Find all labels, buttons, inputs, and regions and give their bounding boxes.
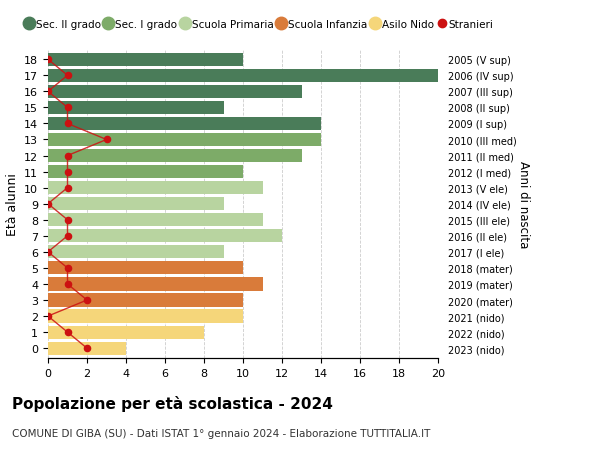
Bar (48, 214, 263, 227)
Bar (48, 54, 243, 67)
Point (63, 121, 72, 128)
Point (63, 280, 72, 288)
Bar (48, 150, 302, 163)
Point (63, 105, 72, 112)
Point (63, 152, 72, 160)
Bar (48, 326, 204, 339)
Bar (48, 182, 263, 195)
Bar (48, 134, 321, 147)
Bar (48, 230, 282, 243)
Point (63, 168, 72, 176)
Point (43, 201, 53, 208)
Point (63, 233, 72, 240)
Point (102, 136, 112, 144)
Point (43, 89, 53, 96)
Bar (48, 246, 223, 259)
Point (63, 217, 72, 224)
Bar (48, 101, 223, 115)
Bar (48, 278, 263, 291)
Bar (48, 262, 243, 275)
Bar (48, 294, 243, 307)
Bar (48, 118, 321, 131)
Text: COMUNE DI GIBA (SU) - Dati ISTAT 1° gennaio 2024 - Elaborazione TUTTITALIA.IT: COMUNE DI GIBA (SU) - Dati ISTAT 1° genn… (12, 428, 430, 438)
Point (43, 56, 53, 64)
Legend: Sec. II grado, Sec. I grado, Scuola Primaria, Scuola Infanzia, Asilo Nido, Stran: Sec. II grado, Sec. I grado, Scuola Prim… (22, 16, 497, 34)
Point (43, 313, 53, 320)
Bar (48, 342, 126, 355)
Point (63, 73, 72, 80)
Bar (48, 198, 223, 211)
Point (63, 265, 72, 272)
Bar (48, 85, 302, 99)
Bar (48, 166, 243, 179)
Point (82, 345, 92, 352)
Bar (48, 310, 243, 323)
Point (82, 297, 92, 304)
Y-axis label: Età alunni: Età alunni (5, 173, 19, 235)
Point (43, 249, 53, 256)
Point (63, 329, 72, 336)
Bar (48, 70, 438, 83)
Text: Popolazione per età scolastica - 2024: Popolazione per età scolastica - 2024 (12, 396, 333, 412)
Point (63, 185, 72, 192)
Y-axis label: Anni di nascita: Anni di nascita (517, 161, 530, 248)
